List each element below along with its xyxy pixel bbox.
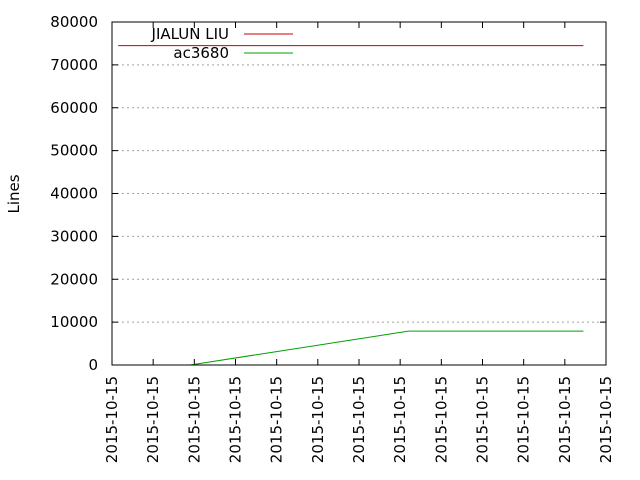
x-tick-label: 2015-10-15 xyxy=(515,376,533,463)
x-tick-label: 2015-10-15 xyxy=(268,376,286,463)
x-tick-label: 2015-10-15 xyxy=(391,376,409,463)
y-tick-label: 60000 xyxy=(50,99,98,117)
plot-frame xyxy=(111,21,607,366)
grid-lines xyxy=(112,64,606,323)
x-tick-label: 2015-10-15 xyxy=(227,376,245,463)
y-tick-labels: 0 10000 20000 30000 40000 50000 60000 70000 8000… xyxy=(50,13,98,374)
x-tick-label: 2015-10-15 xyxy=(350,376,368,463)
x-tick-labels: 2015-10-15 2015-10-15 2015-10-15 2015-10-15… xyxy=(103,376,615,463)
y-tick-label: 40000 xyxy=(50,185,98,203)
y-tick-label: 10000 xyxy=(50,313,98,331)
x-tick-label: 2015-10-15 xyxy=(474,376,492,463)
y-tick-label: 70000 xyxy=(50,56,98,74)
y-tick-label: 20000 xyxy=(50,270,98,288)
y-tick-label: 50000 xyxy=(50,142,98,160)
x-tick-label: 2015-10-15 xyxy=(597,376,615,463)
series-lines xyxy=(118,45,584,366)
x-tick-label: 2015-10-15 xyxy=(309,376,327,463)
x-tick-label: 2015-10-15 xyxy=(185,376,203,463)
legend-entry-label: ac3680 xyxy=(173,44,229,62)
y-tick-label: 30000 xyxy=(50,227,98,245)
series-line-1 xyxy=(190,330,584,366)
legend-entry-label: JIALUN LIU xyxy=(151,25,229,43)
x-tick-label: 2015-10-15 xyxy=(432,376,450,463)
y-tick-label: 80000 xyxy=(50,13,98,31)
x-tick-label: 2015-10-15 xyxy=(144,376,162,463)
y-tick-label: 0 xyxy=(88,356,98,374)
x-tick-label: 2015-10-15 xyxy=(103,376,121,463)
x-tick-label: 2015-10-15 xyxy=(556,376,574,463)
y-axis-title: Lines xyxy=(5,174,23,213)
